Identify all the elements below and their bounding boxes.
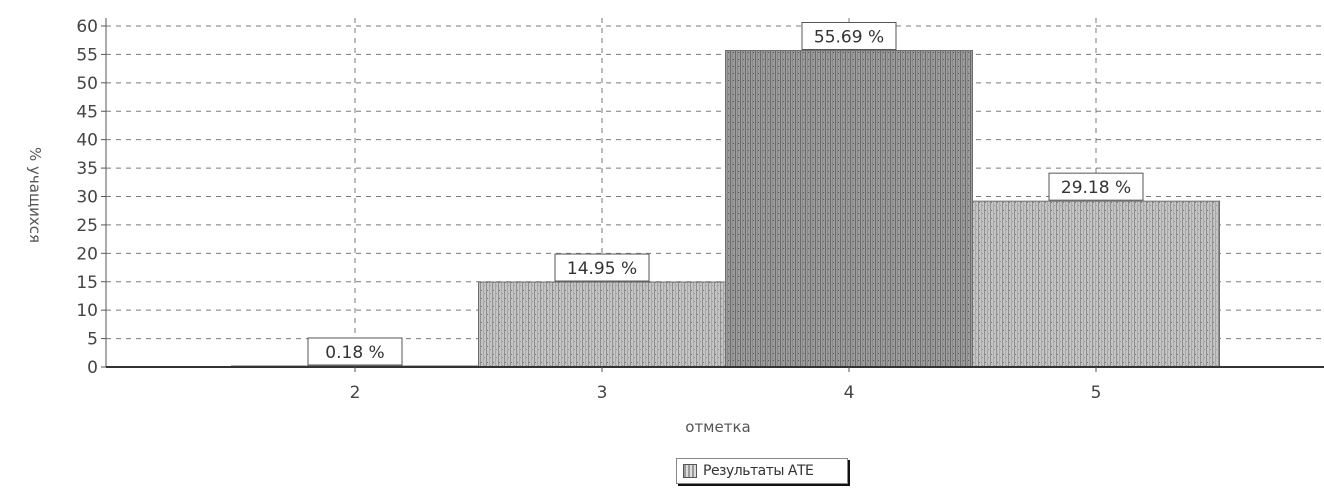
data-label: 0.18 % bbox=[325, 343, 384, 363]
y-tick-label: 30 bbox=[76, 188, 98, 208]
legend: Результаты АТЕ bbox=[676, 458, 849, 484]
bar bbox=[725, 49, 973, 368]
data-label-box bbox=[801, 21, 897, 50]
x-tick-label: 5 bbox=[1091, 383, 1102, 403]
y-tick-label: 5 bbox=[87, 330, 98, 350]
bar bbox=[478, 281, 726, 368]
y-tick-label: 15 bbox=[76, 273, 98, 293]
data-label: 55.69 % bbox=[814, 27, 884, 47]
bars bbox=[231, 49, 1220, 368]
y-tick-label: 35 bbox=[76, 159, 98, 179]
legend-swatch-icon bbox=[683, 464, 697, 478]
x-tick-label: 4 bbox=[844, 383, 855, 403]
data-label-box bbox=[1048, 172, 1144, 201]
x-axis-title: отметка bbox=[685, 418, 750, 436]
y-tick-label: 20 bbox=[76, 244, 98, 264]
data-label: 29.18 % bbox=[1061, 178, 1131, 198]
y-tick-label: 45 bbox=[76, 102, 98, 122]
y-tick-label: 60 bbox=[76, 17, 98, 37]
data-label-box bbox=[554, 253, 650, 282]
legend-label: Результаты АТЕ bbox=[703, 463, 814, 479]
y-tick-label: 55 bbox=[76, 45, 98, 65]
bar bbox=[972, 200, 1220, 368]
y-tick-label: 25 bbox=[76, 216, 98, 236]
x-tick-label: 3 bbox=[597, 383, 608, 403]
data-label: 14.95 % bbox=[567, 259, 637, 279]
x-tick-label: 2 bbox=[350, 383, 361, 403]
y-tick-label: 40 bbox=[76, 131, 98, 151]
data-labels: 0.18 % 14.95 % 55.69 % 29.18 % bbox=[307, 21, 1144, 366]
y-tick-label: 50 bbox=[76, 74, 98, 94]
y-tick-label: 10 bbox=[76, 301, 98, 321]
y-tick-label: 0 bbox=[87, 358, 98, 378]
data-label-box bbox=[307, 337, 403, 366]
y-axis-title: % учащихся bbox=[26, 147, 44, 243]
